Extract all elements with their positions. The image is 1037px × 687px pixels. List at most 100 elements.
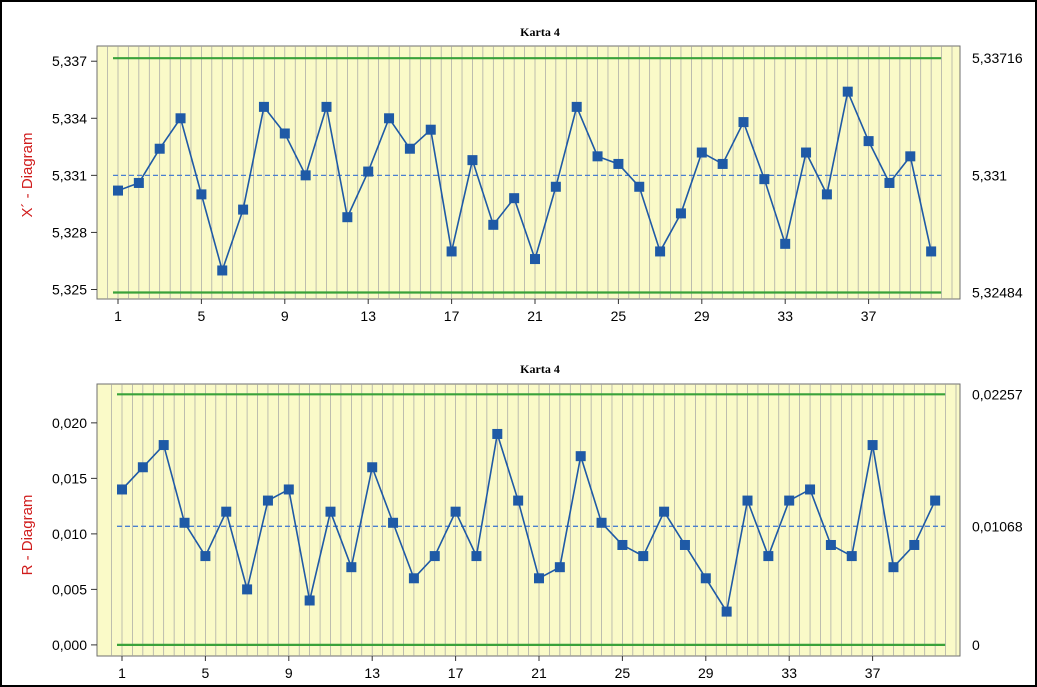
control-limits [117,393,946,646]
data-point [550,181,561,192]
x-tick-label: 13 [364,665,380,681]
data-point [784,495,795,506]
x-tick-label: 9 [285,665,293,681]
x-tick-label: 29 [698,665,714,681]
x-tick-label: 5 [202,665,210,681]
x-tick-label: 37 [861,308,877,324]
data-point [842,86,853,97]
data-point [346,562,357,573]
data-point [446,246,457,257]
y-tick-label: 0,020 [52,415,87,431]
data-point [675,208,686,219]
data-point [450,506,461,517]
limit-label: 5,33716 [972,50,1023,66]
x-tick-label: 37 [865,665,881,681]
limit-labels: 5,33716 5,331 5,32484 [972,50,1023,300]
data-point [634,181,645,192]
data-point [221,506,232,517]
x-tick-label: 21 [527,308,543,324]
series-line [121,433,936,614]
limit-label: 0,02257 [972,386,1023,402]
data-point [867,440,878,451]
data-point [384,113,395,124]
x-tick-label: 33 [781,665,797,681]
data-point [638,551,649,562]
data-point [154,143,165,154]
data-point [325,506,336,517]
y-axis: 5,325 5,328 5,331 5,334 5,337 [52,53,97,297]
data-points [117,428,941,617]
data-point [700,573,711,584]
data-point [179,517,190,528]
x-axis: 1 5 9 13 17 21 25 29 33 37 [114,299,877,324]
x-tick-label: 25 [611,308,627,324]
y-tick-label: 5,334 [52,110,87,126]
data-point [763,551,774,562]
limit-label: 5,32484 [972,285,1023,301]
data-point [467,155,478,166]
data-point [175,113,186,124]
data-point [821,189,832,200]
x-tick-label: 9 [281,308,289,324]
data-point [133,177,144,188]
limit-label: 5,331 [972,167,1007,183]
data-point [367,462,378,473]
data-point [158,440,169,451]
control-limits [113,57,942,294]
y-axis-label: R - Diagram [19,495,36,576]
data-point [613,158,624,169]
y-tick-label: 0,015 [52,470,87,486]
data-point [679,539,690,550]
data-point [137,462,148,473]
x-tick-label: 29 [694,308,710,324]
data-point [509,193,520,204]
series-line [117,88,932,274]
vertical-gridlines [107,46,953,299]
data-point [659,506,670,517]
data-point [721,606,732,617]
data-point [846,551,857,562]
x-tick-label: 21 [531,665,547,681]
data-point [825,539,836,550]
data-point [530,254,540,265]
data-point [805,484,816,495]
data-point [696,147,707,158]
data-point [242,584,253,595]
chart-title: Karta 4 [520,362,560,376]
data-point [471,551,482,562]
limit-label: 0 [972,637,980,653]
data-point [404,143,415,154]
data-point [554,562,565,573]
data-point [617,539,628,550]
xbar-chart: Karta 4 X´ - Diagram 5,3255,3285,3315,33… [19,25,1023,324]
data-point [113,185,123,196]
data-point [575,451,586,462]
data-point [742,495,753,506]
data-point [217,265,228,276]
data-point [300,170,311,181]
data-point [930,495,941,506]
y-axis: 0,000 0,005 0,010 0,015 0,020 [52,415,97,653]
data-point [388,517,399,528]
x-tick-label: 17 [444,308,460,324]
x-tick-label: 33 [777,308,793,324]
limit-labels: 0,02257 0,01068 0 [972,386,1023,653]
y-tick-label: 0,000 [52,637,87,653]
data-point [363,166,374,177]
data-point [884,177,895,188]
data-point [117,484,127,495]
data-point [592,151,603,162]
data-point [759,174,770,185]
data-point [425,124,436,135]
data-point [492,428,503,439]
chart-title: Karta 4 [520,25,560,39]
data-point [238,204,249,215]
data-point [863,136,874,147]
x-tick-label: 1 [118,665,126,681]
x-tick-label: 1 [114,308,122,324]
data-point [655,246,666,257]
data-point [801,147,812,158]
y-axis-label: X´ - Diagram [19,132,36,217]
